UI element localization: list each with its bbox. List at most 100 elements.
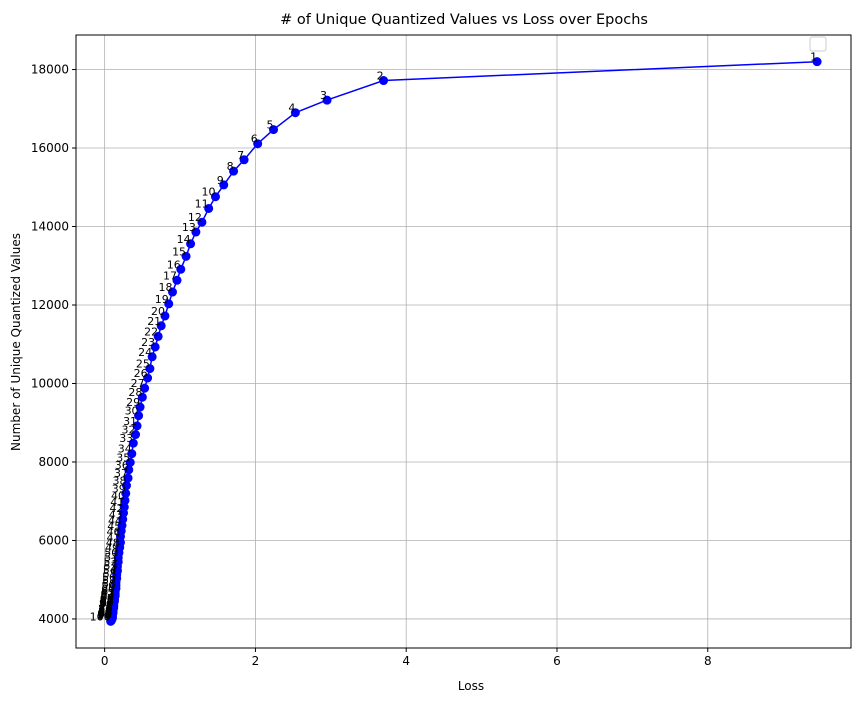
data-point [197, 217, 207, 227]
x-tick-label: 4 [402, 654, 410, 668]
point-label: 99 [97, 610, 111, 623]
legend-box [809, 36, 827, 52]
data-point [145, 364, 155, 374]
x-tick-label: 0 [101, 654, 109, 668]
point-label: 15 [172, 245, 186, 258]
point-label: 10 [201, 186, 215, 199]
point-label: 39 [112, 482, 126, 495]
point-label: 62 [100, 587, 114, 600]
point-label: 60 [101, 582, 115, 595]
point-label: 16 [167, 258, 181, 271]
data-point [123, 473, 133, 483]
data-point [140, 383, 150, 393]
point-label: 22 [144, 325, 158, 338]
point-label: 35 [116, 451, 130, 464]
data-point [181, 251, 191, 261]
data-point [210, 192, 220, 202]
data-point [160, 311, 170, 321]
point-label: 72 [99, 600, 113, 613]
data-point [122, 481, 132, 491]
data-point [127, 449, 137, 459]
point-label: 80 [98, 604, 112, 617]
data-point [172, 275, 182, 285]
point-label: 77 [98, 603, 112, 616]
point-label: 69 [100, 597, 114, 610]
point-label: 4 [288, 102, 295, 115]
point-label: 61 [101, 585, 115, 598]
point-label: 28 [128, 386, 142, 399]
y-tick-label: 18000 [31, 63, 69, 77]
point-label: 100 [90, 610, 111, 623]
point-label: 19 [155, 293, 169, 306]
y-tick-label: 12000 [31, 298, 69, 312]
data-point [186, 239, 196, 249]
data-point [167, 287, 177, 297]
y-tick-label: 6000 [38, 533, 69, 547]
data-point [134, 411, 144, 421]
x-axis-title: Loss [458, 679, 484, 693]
data-point [239, 155, 249, 165]
y-tick-label: 16000 [31, 141, 69, 155]
point-label: 81 [98, 605, 112, 618]
plot-frame [75, 34, 852, 649]
point-label: 49 [105, 542, 119, 555]
tick-layer: 0 2 4 6 840006000800010000120001400016000180… [31, 63, 712, 668]
point-label: 13 [182, 221, 196, 234]
point-label: 86 [98, 606, 112, 619]
data-point [124, 465, 134, 475]
point-label: 55 [103, 568, 117, 581]
point-label: 40 [111, 489, 125, 502]
point-label: 67 [100, 595, 114, 608]
point-label: 14 [177, 233, 191, 246]
point-label: 23 [141, 336, 155, 349]
point-label: 58 [102, 577, 116, 590]
point-label: 82 [98, 605, 112, 618]
data-point [143, 373, 153, 383]
point-label: 57 [102, 574, 116, 587]
point-label: 48 [106, 537, 120, 550]
data-point [253, 139, 263, 149]
y-tick-label: 4000 [38, 612, 69, 626]
point-label: 26 [134, 367, 148, 380]
point-label: 17 [163, 269, 177, 282]
data-point [128, 438, 138, 448]
legend [809, 36, 827, 52]
point-label: 65 [100, 592, 114, 605]
data-point [121, 488, 131, 498]
point-label: 88 [98, 606, 112, 619]
point-label: 8 [227, 160, 234, 173]
series-line [110, 60, 818, 622]
point-label: 59 [101, 580, 115, 593]
point-label: 44 [108, 515, 122, 528]
grid-layer [76, 35, 851, 648]
point-label: 53 [103, 560, 117, 573]
point-label: 37 [114, 467, 128, 480]
point-label: 29 [126, 396, 140, 409]
point-label: 2 [377, 70, 384, 83]
point-label: 93 [98, 608, 112, 621]
data-point [132, 421, 142, 431]
data-point [153, 331, 163, 341]
point-label: 38 [113, 475, 127, 488]
data-point [379, 76, 389, 86]
y-axis-title: Number of Unique Quantized Values [9, 233, 23, 451]
point-label: 68 [100, 596, 114, 609]
point-label: 89 [98, 607, 112, 620]
point-label: 64 [100, 590, 114, 603]
y-tick-label: 14000 [31, 220, 69, 234]
point-label: 18 [158, 281, 172, 294]
data-point [229, 166, 239, 176]
data-point [131, 430, 141, 440]
point-label: 56 [102, 571, 116, 584]
point-label: 66 [100, 593, 114, 606]
data-point [269, 125, 279, 135]
data-point [120, 495, 130, 505]
point-label: 92 [98, 607, 112, 620]
point-label: 79 [98, 604, 112, 617]
chart-title: # of Unique Quantized Values vs Loss ove… [280, 12, 648, 28]
point-label: 1 [810, 51, 817, 64]
data-point [135, 402, 145, 412]
point-label: 34 [118, 443, 132, 456]
point-label: 84 [98, 606, 112, 619]
